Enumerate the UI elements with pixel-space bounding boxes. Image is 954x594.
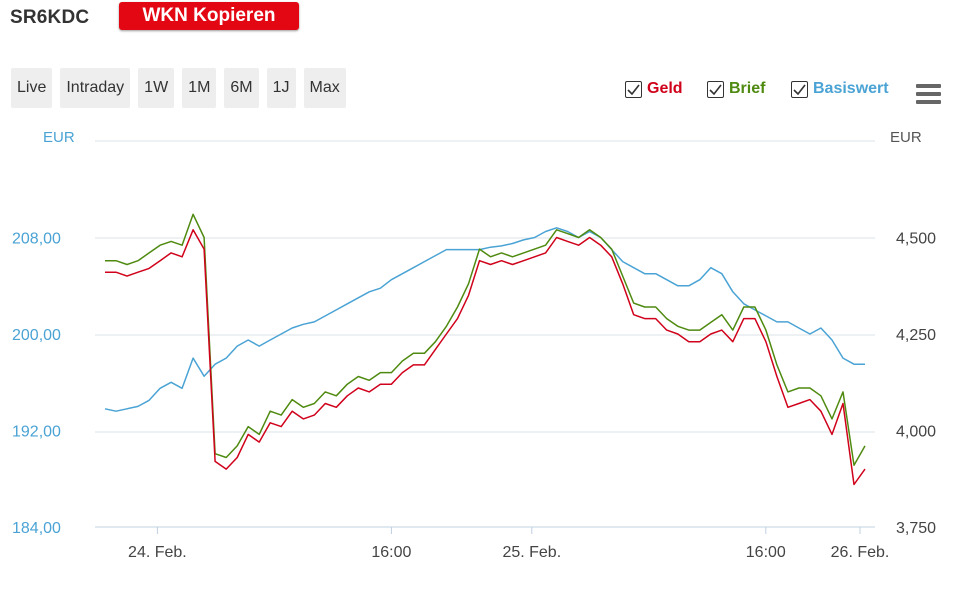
x-tick-label: 25. Feb. — [502, 544, 561, 561]
series-line-basiswert — [104, 227, 865, 412]
wkn-label: SR6KDC — [10, 7, 90, 28]
left-tick-label: 192,00 — [12, 424, 61, 441]
range-1w-button[interactable]: 1W — [138, 68, 175, 108]
range-6m-button[interactable]: 6M — [224, 68, 259, 108]
grid-lines — [95, 140, 875, 433]
legend-brief-toggle[interactable]: Brief — [707, 80, 765, 98]
left-axis-unit: EUR — [43, 129, 75, 146]
menu-icon[interactable] — [916, 84, 941, 104]
series-lines — [104, 213, 866, 486]
axes: EUR EUR 208,00 200,00 192,00 184,00 4,500 4,250… — [12, 129, 936, 561]
left-tick-label: 184,00 — [12, 520, 61, 537]
range-1j-button[interactable]: 1J — [266, 68, 296, 108]
range-live-button[interactable]: Live — [11, 68, 53, 108]
series-line-geld — [105, 229, 866, 486]
range-max-button[interactable]: Max — [303, 68, 346, 108]
right-tick-label: 4,500 — [896, 231, 936, 248]
x-tick-label: 24. Feb. — [128, 544, 187, 561]
right-axis-unit: EUR — [890, 129, 922, 146]
right-tick-label: 4,250 — [896, 327, 936, 344]
range-1m-button[interactable]: 1M — [182, 68, 217, 108]
range-intraday-button[interactable]: Intraday — [60, 68, 131, 108]
checkbox-brief[interactable] — [707, 80, 724, 98]
checkbox-geld[interactable] — [625, 80, 642, 98]
legend-brief-label: Brief — [729, 80, 766, 97]
copy-wkn-button[interactable]: WKN Kopieren — [119, 2, 299, 30]
left-tick-label: 208,00 — [12, 231, 61, 248]
x-tick-label: 16:00 — [371, 544, 411, 561]
checkbox-basiswert[interactable] — [791, 80, 808, 98]
legend-basiswert-label: Basiswert — [813, 80, 889, 97]
legend-basiswert-toggle[interactable]: Basiswert — [791, 80, 889, 98]
right-tick-label: 4,000 — [896, 424, 936, 441]
x-tick-label: 16:00 — [746, 544, 786, 561]
legend-geld-label: Geld — [647, 80, 683, 97]
right-tick-label: 3,750 — [896, 520, 936, 537]
range-selector: Live Intraday 1W 1M 6M 1J Max — [11, 68, 346, 108]
series-line-brief — [105, 213, 866, 466]
left-tick-label: 200,00 — [12, 327, 61, 344]
x-tick-label: 26. Feb. — [831, 544, 890, 561]
legend-geld-toggle[interactable]: Geld — [625, 80, 683, 98]
